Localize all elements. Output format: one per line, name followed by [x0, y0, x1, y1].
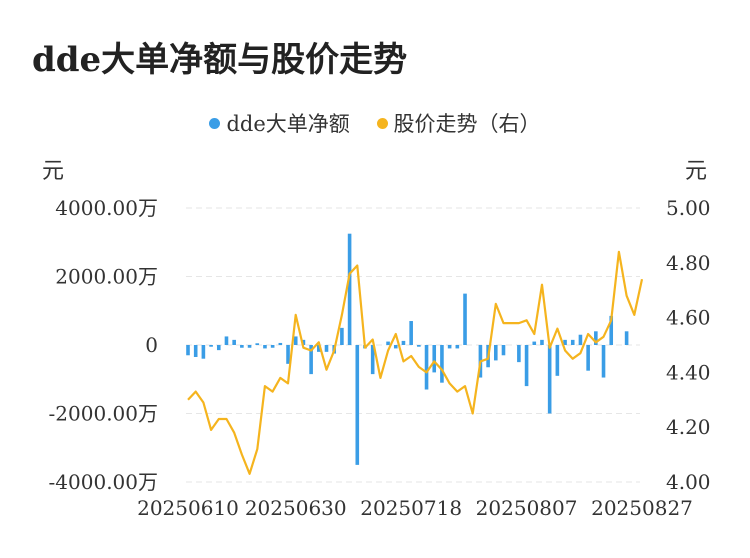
dde-bar[interactable] [386, 341, 390, 345]
dde-bar[interactable] [463, 293, 467, 345]
dde-bar[interactable] [286, 345, 290, 364]
right-tick-label: 4.40 [666, 360, 711, 384]
dde-bar[interactable] [601, 345, 606, 378]
dde-bar[interactable] [255, 343, 260, 345]
dde-bar[interactable] [586, 345, 590, 371]
dde-bar[interactable] [278, 342, 283, 345]
dde-bar[interactable] [393, 345, 398, 349]
price-line[interactable] [187, 250, 644, 475]
dde-bar[interactable] [517, 345, 521, 363]
dde-bar[interactable] [309, 345, 313, 375]
x-tick-label: 20250827 [591, 496, 693, 520]
legend-label-dde: dde大单净额 [226, 112, 350, 136]
dde-bar[interactable] [247, 345, 252, 348]
right-axis-unit: 元 [685, 159, 707, 184]
right-tick-label: 4.60 [666, 306, 711, 330]
dde-bar[interactable] [594, 331, 598, 345]
x-tick-label: 20250630 [245, 496, 347, 520]
x-tick-label: 20250807 [476, 496, 578, 520]
x-tick-label: 20250610 [137, 496, 239, 520]
dde-bar[interactable] [270, 345, 275, 348]
dde-bar[interactable] [455, 345, 460, 349]
dde-bar[interactable] [370, 345, 375, 375]
dde-bar[interactable] [263, 345, 267, 349]
legend-item-dde[interactable]: dde大单净额 [209, 108, 350, 138]
dde-bar[interactable] [293, 336, 298, 345]
chart-title: dde大单净额与股价走势 [32, 40, 408, 80]
right-tick-label: 4.20 [666, 415, 711, 439]
x-tick-label: 20250718 [360, 496, 462, 520]
dde-bar[interactable] [401, 340, 406, 345]
dde-bar[interactable] [186, 345, 190, 356]
dde-bar[interactable] [555, 345, 560, 376]
dde-bar[interactable] [447, 345, 452, 349]
dde-bar[interactable] [317, 345, 321, 352]
dde-bar[interactable] [609, 315, 614, 345]
legend-label-price: 股价走势（右） [393, 112, 541, 136]
left-tick-label: 0 [145, 333, 158, 357]
dde-bar[interactable] [409, 321, 413, 345]
dde-bar[interactable] [193, 345, 198, 357]
right-tick-label: 4.00 [666, 470, 711, 494]
dde-bar[interactable] [532, 341, 537, 345]
legend: dde大单净额 股价走势（右） [0, 108, 750, 138]
dde-bar[interactable] [570, 339, 575, 345]
left-tick-label: -4000.00万 [49, 470, 158, 494]
dde-bar[interactable] [240, 345, 244, 348]
dde-bar[interactable] [224, 336, 229, 345]
dde-bar[interactable] [547, 345, 552, 414]
left-axis-unit: 元 [42, 159, 64, 184]
dde-bar[interactable] [324, 345, 329, 352]
legend-item-price[interactable]: 股价走势（右） [376, 108, 541, 138]
left-tick-label: 4000.00万 [55, 196, 158, 220]
dde-bar[interactable] [440, 345, 444, 383]
legend-dot-icon [376, 118, 388, 129]
dde-bar[interactable] [340, 327, 344, 345]
right-tick-label: 5.00 [666, 196, 711, 220]
dde-bar[interactable] [347, 233, 352, 345]
dde-bar[interactable] [417, 345, 421, 347]
dde-bar[interactable] [501, 345, 506, 356]
dde-bar[interactable] [232, 339, 236, 345]
dde-bar[interactable] [578, 334, 583, 345]
legend-dot-icon [209, 118, 221, 129]
left-tick-label: -2000.00万 [49, 402, 158, 426]
dde-bar[interactable] [563, 339, 567, 345]
dde-bar[interactable] [493, 345, 498, 361]
right-tick-label: 4.80 [666, 251, 711, 275]
dde-bar[interactable] [355, 345, 360, 465]
dde-bar[interactable] [524, 345, 529, 387]
dde-bar[interactable] [540, 339, 544, 345]
dde-bar[interactable] [432, 345, 437, 373]
left-tick-label: 2000.00万 [55, 265, 158, 289]
dde-bar[interactable] [209, 345, 213, 347]
dde-bar[interactable] [624, 331, 629, 345]
dde-bar[interactable] [424, 345, 429, 390]
dde-bar[interactable] [201, 345, 206, 359]
dde-bar[interactable] [216, 345, 221, 351]
dde-bar[interactable] [301, 339, 306, 345]
